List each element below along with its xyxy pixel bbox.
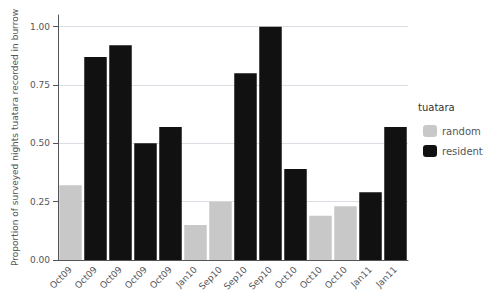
svg-text:Sep10: Sep10 <box>222 264 249 291</box>
svg-text:Sep10: Sep10 <box>247 264 274 291</box>
svg-text:1.00: 1.00 <box>30 22 50 32</box>
svg-text:Oct09: Oct09 <box>148 264 174 290</box>
svg-text:Oct09: Oct09 <box>98 264 124 290</box>
svg-text:0.00: 0.00 <box>30 255 50 265</box>
svg-text:Oct09: Oct09 <box>123 264 149 290</box>
svg-text:resident: resident <box>442 146 483 157</box>
svg-text:0.25: 0.25 <box>30 197 50 207</box>
svg-text:Oct09: Oct09 <box>48 264 74 290</box>
svg-text:random: random <box>442 126 481 137</box>
svg-text:Oct10: Oct10 <box>273 264 299 290</box>
svg-text:Jan11: Jan11 <box>348 264 374 290</box>
svg-text:0.75: 0.75 <box>30 80 50 90</box>
svg-text:Jan11: Jan11 <box>373 264 399 290</box>
svg-text:Oct09: Oct09 <box>73 264 99 290</box>
svg-text:Proportion of surveyed nights: Proportion of surveyed nights tuatara re… <box>10 9 20 266</box>
svg-text:Jan10: Jan10 <box>173 264 199 290</box>
svg-text:Oct10: Oct10 <box>298 264 324 290</box>
svg-text:tuatara: tuatara <box>418 102 455 113</box>
svg-text:Sep10: Sep10 <box>197 264 224 291</box>
svg-text:0.50: 0.50 <box>30 138 50 148</box>
svg-text:Oct10: Oct10 <box>323 264 349 290</box>
